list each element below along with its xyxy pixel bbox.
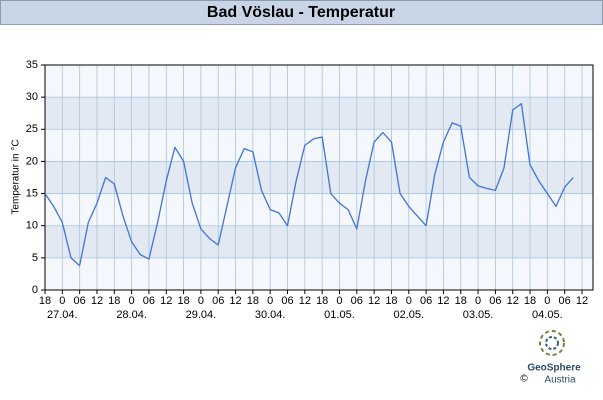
x-tick-label: 06 (212, 295, 224, 307)
y-tick-label: 35 (26, 59, 38, 71)
x-tick-label: 12 (91, 295, 103, 307)
x-tick-label: 18 (108, 295, 120, 307)
x-tick-label: 12 (229, 295, 241, 307)
x-tick-label: 0 (59, 295, 65, 307)
x-tick-label: 06 (74, 295, 86, 307)
x-tick-label: 0 (198, 295, 204, 307)
y-tick-label: 5 (32, 252, 38, 264)
logo-icon (545, 336, 559, 350)
band (45, 161, 593, 194)
x-tick-label: 12 (507, 295, 519, 307)
x-tick-label: 0 (475, 295, 481, 307)
y-tick-label: 20 (26, 155, 38, 167)
x-tick-label: 06 (351, 295, 363, 307)
x-tick-label: 06 (559, 295, 571, 307)
x-tick-label: 0 (336, 295, 342, 307)
date-label: 01.05. (324, 309, 355, 321)
x-tick-label: 12 (576, 295, 588, 307)
date-label: 29.04. (186, 309, 217, 321)
x-tick-label: 06 (281, 295, 293, 307)
copyright: © (520, 374, 528, 385)
temperature-line (44, 102, 574, 267)
x-tick-label: 18 (524, 295, 536, 307)
x-tick-label: 0 (406, 295, 412, 307)
x-tick-label: 18 (316, 295, 328, 307)
plot-frame (44, 64, 594, 291)
x-tick-label: 06 (420, 295, 432, 307)
logo-sub: Austria (544, 375, 576, 386)
x-tick-label: 18 (39, 295, 51, 307)
y-axis-label: Temperatur in °C (11, 139, 22, 214)
x-tick-label: 06 (143, 295, 155, 307)
logo-icon (539, 330, 565, 356)
y-tick-label: 0 (32, 284, 38, 296)
logo: GeoSphere Austria © (520, 330, 581, 386)
date-label: 27.04. (47, 309, 78, 321)
x-tick-label: 0 (129, 295, 135, 307)
x-tick-label: 0 (267, 295, 273, 307)
y-tick-label: 15 (26, 187, 38, 199)
x-tick-label: 12 (160, 295, 172, 307)
date-label: 02.05. (393, 309, 424, 321)
x-tick-label: 06 (489, 295, 501, 307)
x-tick-label: 12 (437, 295, 449, 307)
y-tick-label: 10 (26, 220, 38, 232)
x-tick-label: 0 (544, 295, 550, 307)
x-tick-label: 12 (368, 295, 380, 307)
date-label: 30.04. (255, 309, 286, 321)
title-bar (0, 0, 603, 25)
logo-name: GeoSphere (527, 363, 581, 374)
chart-title: Bad Vöslau - Temperatur (207, 4, 395, 21)
date-label: 04.05. (532, 309, 563, 321)
band (45, 225, 593, 258)
x-tick-label: 18 (177, 295, 189, 307)
x-tick-label: 12 (299, 295, 311, 307)
y-tick-label: 30 (26, 91, 38, 103)
date-label: 03.05. (463, 309, 494, 321)
band (45, 97, 593, 130)
date-label: 28.04. (116, 309, 147, 321)
x-tick-label: 18 (455, 295, 467, 307)
y-tick-label: 25 (26, 123, 38, 135)
x-tick-label: 18 (247, 295, 259, 307)
x-tick-label: 18 (385, 295, 397, 307)
